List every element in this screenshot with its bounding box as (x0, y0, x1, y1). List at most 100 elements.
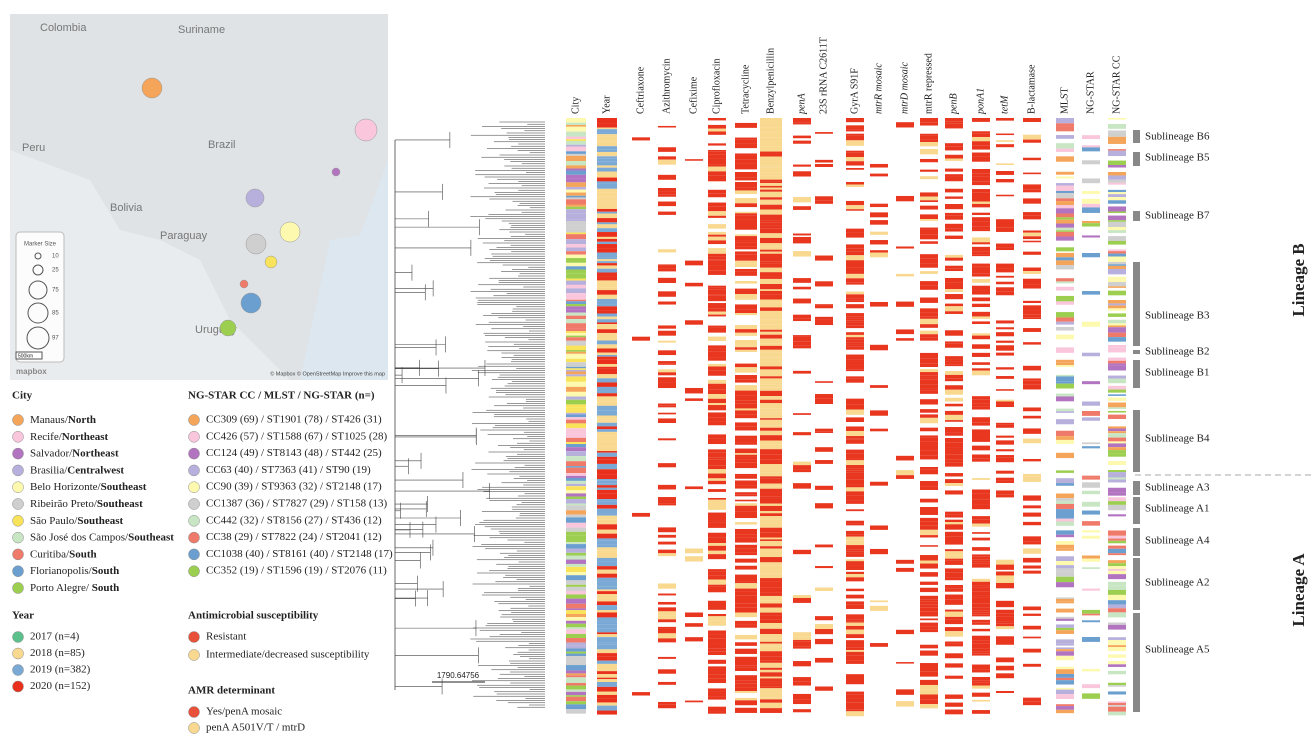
heatmap-cell (760, 562, 782, 565)
heatmap-cell (972, 520, 990, 524)
heatmap-cell (708, 607, 726, 610)
city-region: Southeast (101, 481, 147, 493)
heatmap-cell (708, 711, 726, 713)
heatmap-cell (945, 432, 963, 434)
marker-size-label: 25 (52, 268, 59, 274)
heatmap-cell (708, 576, 726, 580)
heatmap-cell (685, 486, 703, 489)
heatmap-cell (1056, 519, 1074, 522)
heatmap-cell (1082, 567, 1100, 569)
city-region: South (92, 565, 120, 577)
heatmap-cell (996, 140, 1014, 142)
marker-size-title: Marker Size (24, 242, 57, 248)
heatmap-cell (846, 541, 864, 545)
heatmap-cell (815, 304, 833, 306)
heatmap-cell (708, 515, 726, 520)
sublineage-bar (1133, 558, 1140, 610)
heatmap-cell (1023, 198, 1041, 203)
heatmap-cell (735, 698, 757, 700)
heatmap-cell (920, 612, 938, 617)
heatmap-cell (846, 460, 864, 465)
heatmap-cell (846, 450, 864, 454)
heatmap-cell (597, 364, 617, 367)
heatmap-cell (566, 193, 586, 196)
heatmap-cell (658, 202, 676, 207)
heatmap-cell (566, 683, 586, 686)
heatmap-cell (658, 363, 676, 365)
heatmap-cell (846, 572, 864, 574)
legend-label: 2019 (n=382) (30, 664, 91, 676)
heatmap-cell (1108, 645, 1126, 647)
heatmap-cell (815, 686, 833, 690)
heatmap-cell (566, 382, 586, 387)
heatmap-cell (708, 193, 726, 197)
heatmap-cell (870, 174, 888, 177)
heatmap-cell (735, 708, 757, 713)
heatmap-cell (846, 652, 864, 655)
heatmap-cell (1108, 230, 1126, 233)
heatmap-cell (846, 438, 864, 440)
heatmap-cell (1023, 310, 1041, 314)
heatmap-cell (658, 542, 676, 545)
heatmap-cell (1023, 236, 1041, 239)
heatmap-cell (1108, 175, 1126, 179)
heatmap-cell (566, 221, 586, 225)
heatmap-cell (708, 286, 726, 288)
heatmap-cell (1108, 390, 1126, 393)
heatmap-cell (760, 385, 782, 388)
heatmap-cell (597, 674, 617, 678)
city-marker (332, 168, 340, 176)
heatmap-cell (735, 657, 757, 662)
legend-label: 2017 (n=4) (30, 631, 80, 643)
heatmap-cell (945, 663, 963, 667)
heatmap-cell (1108, 402, 1126, 407)
heatmap-cell (920, 358, 938, 363)
heatmap-cell (972, 609, 990, 611)
heatmap-cell (920, 470, 938, 474)
heatmap-cell (597, 204, 617, 209)
heatmap-cell (735, 414, 757, 418)
heatmap-cell (735, 379, 757, 382)
heatmap-cell (735, 500, 757, 502)
heatmap-cell (1056, 630, 1074, 634)
heatmap-cell (566, 442, 586, 444)
heatmap-cell (793, 432, 811, 435)
city-name: Brasilia/ (30, 464, 68, 476)
heatmap-cell (972, 585, 990, 587)
heatmap-cell (708, 150, 726, 152)
heatmap-cell (566, 281, 586, 285)
heatmap-cell (996, 471, 1014, 474)
heatmap-cell (760, 573, 782, 575)
heatmap-cell (566, 517, 586, 522)
heatmap-cell (760, 291, 782, 295)
heatmap-cell (566, 171, 586, 175)
heatmap-cell (996, 179, 1014, 182)
heatmap-cell (846, 626, 864, 630)
heatmap-cell (760, 339, 782, 344)
heatmap-cell (920, 372, 938, 375)
heatmap-cell (708, 190, 726, 193)
heatmap-cell (566, 251, 586, 254)
heatmap-cell (996, 228, 1014, 232)
heatmap-cell (972, 169, 990, 174)
heatmap-cell (815, 256, 833, 261)
heatmap-cell (846, 118, 864, 122)
legend-title: Antimicrobial susceptibility (188, 610, 319, 622)
heatmap-cell (760, 123, 782, 128)
heatmap-cell (708, 621, 726, 626)
heatmap-cell (972, 291, 990, 295)
heatmap-cell (566, 515, 586, 518)
heatmap-cell (972, 649, 990, 652)
heatmap-cell (945, 600, 963, 605)
heatmap-cell (760, 445, 782, 450)
heatmap-cell (1108, 488, 1126, 493)
heatmap-cell (920, 142, 938, 146)
legend-swatch (189, 566, 200, 577)
heatmap-cell (1056, 230, 1074, 232)
heatmap-cell (566, 564, 586, 567)
heatmap-cell (1108, 664, 1126, 667)
heatmap-cell (566, 627, 586, 629)
heatmap-cell (920, 122, 938, 125)
heatmap-cell (658, 325, 676, 328)
heatmap-cell (1108, 450, 1126, 453)
